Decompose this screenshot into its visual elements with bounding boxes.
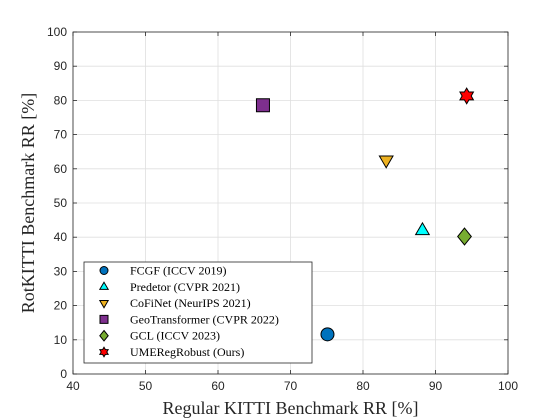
y-tick-label: 80 — [54, 93, 68, 107]
y-tick-label: 50 — [54, 196, 68, 210]
legend-marker-circle — [100, 267, 108, 275]
x-tick-label: 100 — [498, 379, 518, 393]
data-point-circle — [321, 328, 334, 341]
x-axis-label: Regular KITTI Benchmark RR [%] — [163, 398, 419, 418]
legend-entry-label: UMERegRobust (Ours) — [130, 345, 244, 359]
y-tick-label: 60 — [54, 162, 68, 176]
y-tick-label: 30 — [54, 264, 68, 278]
legend-marker-square — [100, 315, 108, 323]
legend: FCGF (ICCV 2019) Predetor (CVPR 2021) CoFi… — [84, 262, 312, 363]
y-tick-label: 40 — [54, 230, 68, 244]
y-tick-label: 10 — [54, 333, 68, 347]
x-tick-label: 40 — [66, 379, 80, 393]
legend-entry-label: GCL (ICCV 2023) — [130, 329, 220, 343]
x-tick-label: 60 — [211, 379, 225, 393]
y-tick-label: 0 — [60, 367, 67, 381]
legend-entry-label: FCGF (ICCV 2019) — [130, 264, 226, 278]
y-tick-label: 90 — [54, 59, 68, 73]
legend-entry-label: CoFiNet (NeurIPS 2021) — [130, 296, 251, 310]
data-point-square — [256, 99, 269, 112]
x-tick-label: 80 — [356, 379, 370, 393]
y-tick-label: 70 — [54, 128, 68, 142]
legend-entry-label: GeoTransformer (CVPR 2022) — [130, 312, 279, 326]
y-tick-label: 100 — [47, 25, 67, 39]
x-tick-label: 70 — [284, 379, 298, 393]
x-tick-label: 50 — [139, 379, 153, 393]
legend-entry-label: Predetor (CVPR 2021) — [130, 280, 240, 294]
y-tick-label: 20 — [54, 299, 68, 313]
y-axis-label: RotKITTI Benchmark RR [%] — [18, 93, 38, 313]
x-tick-label: 90 — [429, 379, 443, 393]
